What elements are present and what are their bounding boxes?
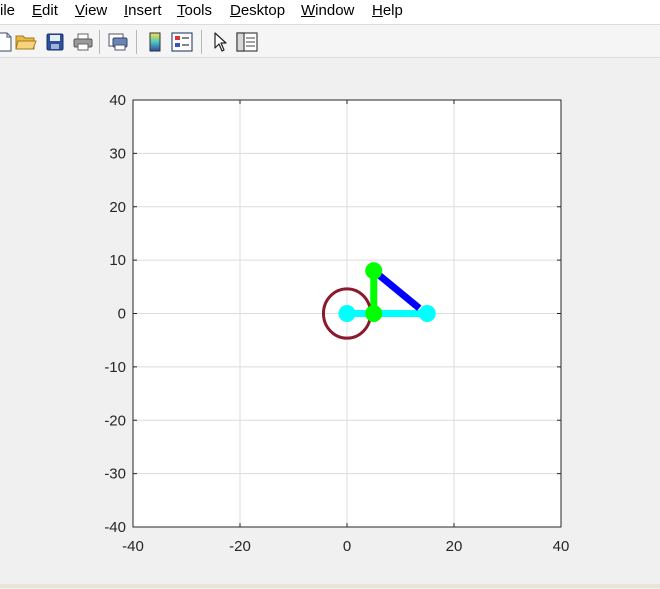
menu-bar: ile Edit View Insert Tools Desktop Windo… bbox=[0, 0, 660, 24]
legend-icon[interactable] bbox=[170, 30, 194, 54]
y-tick-label: -30 bbox=[104, 466, 126, 483]
menu-tools[interactable]: Tools bbox=[177, 2, 213, 19]
menu-edit[interactable]: Edit bbox=[32, 2, 58, 19]
select-pointer-icon[interactable] bbox=[208, 30, 232, 54]
print-icon[interactable] bbox=[71, 30, 95, 54]
toolbar bbox=[0, 24, 660, 58]
toolbar-separator bbox=[99, 30, 100, 54]
y-tick-label: 40 bbox=[109, 92, 126, 109]
series-1-point bbox=[418, 305, 436, 322]
open-folder-icon[interactable] bbox=[14, 30, 38, 54]
menu-insert[interactable]: Insert bbox=[124, 2, 162, 19]
figure-canvas: -40 -20 0 20 40 -40 -30 -20 -10 0 10 20 30 40 bbox=[0, 58, 660, 584]
x-tick-label: 20 bbox=[446, 538, 463, 555]
series-2-point bbox=[365, 305, 383, 322]
x-tick-label: 40 bbox=[553, 538, 570, 555]
menu-file[interactable]: ile bbox=[0, 2, 16, 19]
y-tick-label: -40 bbox=[104, 519, 126, 536]
y-tick-label: 10 bbox=[109, 252, 126, 269]
x-tick-label: -20 bbox=[229, 538, 251, 555]
series-2-point bbox=[365, 262, 383, 280]
menu-window[interactable]: Window bbox=[301, 2, 355, 19]
print-preview-icon[interactable] bbox=[106, 30, 130, 54]
property-editor-icon[interactable] bbox=[235, 30, 259, 54]
y-tick-label: -10 bbox=[104, 359, 126, 376]
y-tick-label: 30 bbox=[109, 145, 126, 162]
y-tick-label: 0 bbox=[118, 306, 126, 323]
menu-help[interactable]: Help bbox=[372, 2, 403, 19]
colorbar-icon[interactable] bbox=[143, 30, 167, 54]
menu-desktop[interactable]: Desktop bbox=[230, 2, 286, 19]
save-icon[interactable] bbox=[43, 30, 67, 54]
y-tick-label: 20 bbox=[109, 199, 126, 216]
y-tick-label: -20 bbox=[104, 412, 126, 429]
series-line-3 bbox=[371, 268, 422, 311]
toolbar-separator bbox=[136, 30, 137, 54]
new-file-icon[interactable] bbox=[0, 30, 16, 54]
x-tick-label: -40 bbox=[122, 538, 144, 555]
window-bottom-edge bbox=[0, 584, 660, 588]
toolbar-separator bbox=[201, 30, 202, 54]
menu-view[interactable]: View bbox=[75, 2, 108, 19]
plot-area[interactable]: -40 -20 0 20 40 -40 -30 -20 -10 0 10 20 30 40 bbox=[0, 58, 660, 584]
x-tick-label: 0 bbox=[343, 538, 351, 555]
series-1-point bbox=[338, 305, 356, 322]
